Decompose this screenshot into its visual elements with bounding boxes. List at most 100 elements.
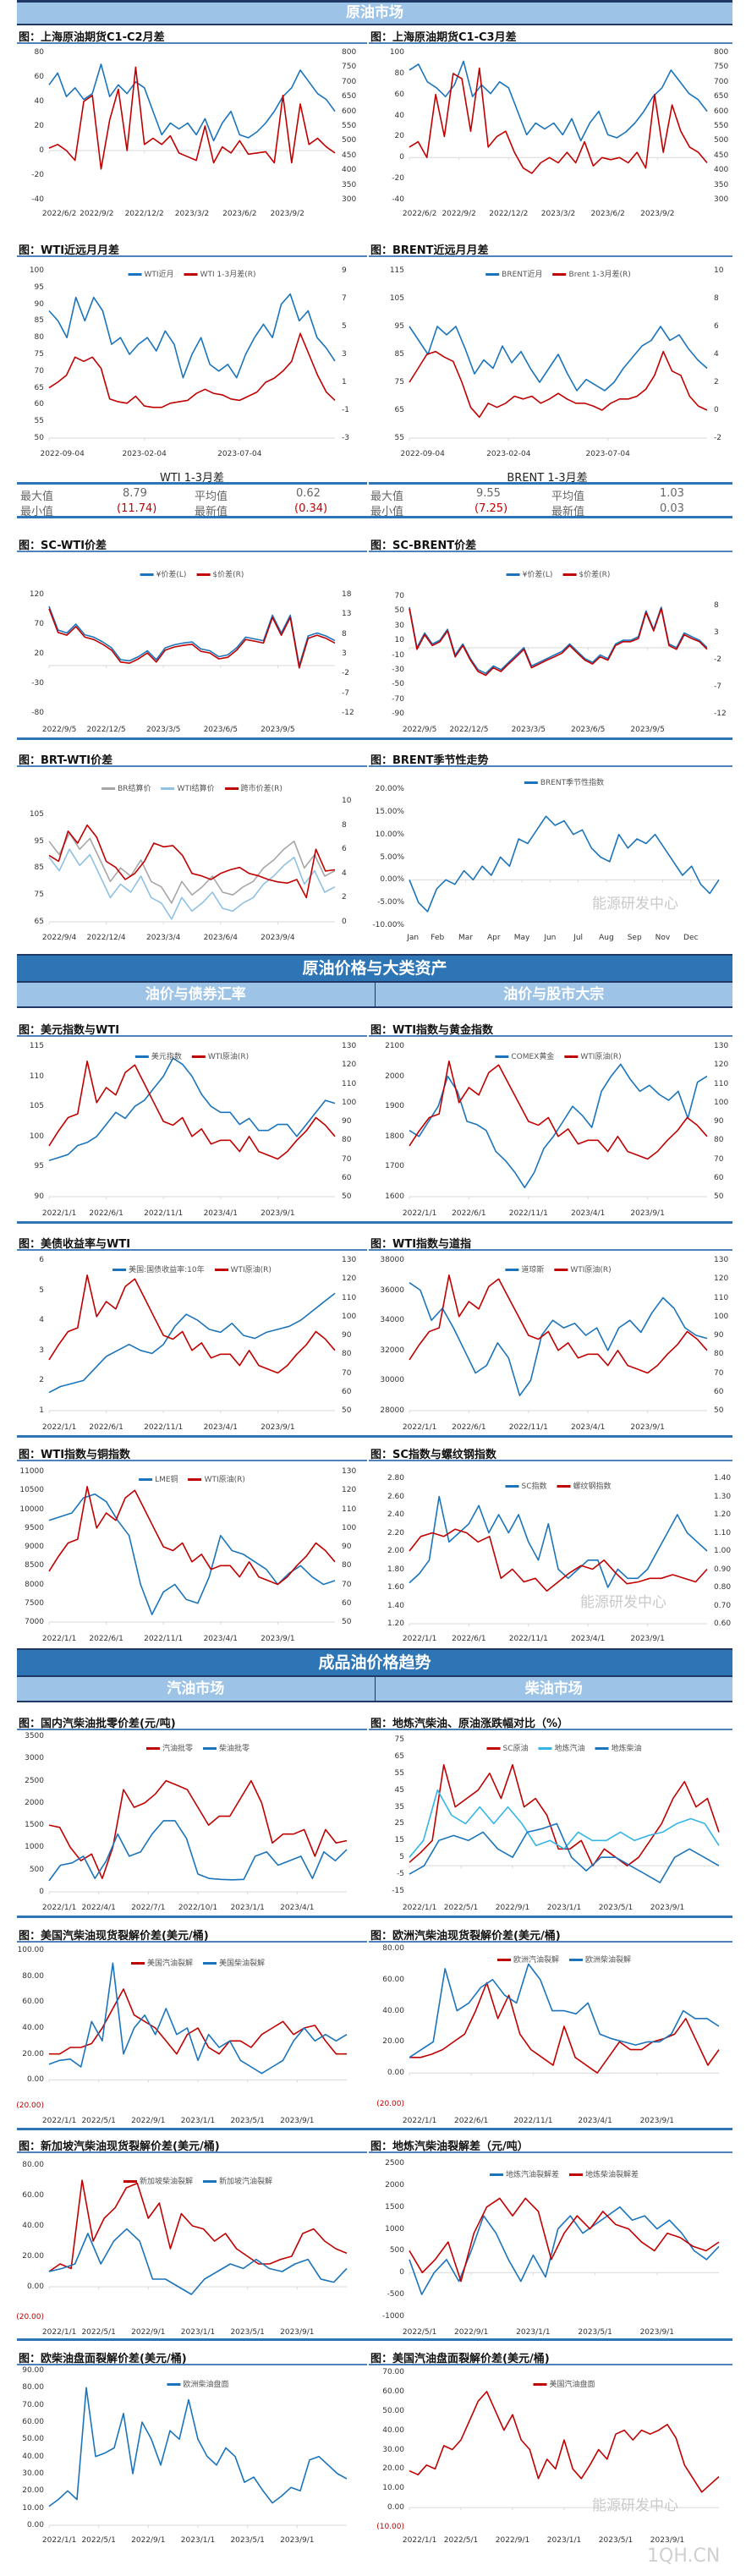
y-tick-label-right: 500 [342,136,357,145]
y-tick-label-right: 100 [714,1312,729,1321]
x-tick-label: Aug [599,934,614,942]
y-tick-label-left: -50 [392,680,404,689]
chart-title: 图：欧洲汽柴油现货裂解价差(美元/桶) [370,1930,561,1943]
y-tick-label-right: 120 [714,1061,729,1070]
y-tick-label-left: (20.00) [16,2102,44,2110]
x-tick-label: 2022/9/1 [453,2328,489,2337]
subheader-diesel: 柴油市场 [374,1677,733,1701]
y-tick-label-left: 10.00% [375,830,404,839]
legend-swatch [485,273,500,276]
y-tick-label-left: 100.00 [17,1946,45,1954]
row-divider [17,1916,732,1918]
legend-label: 欧洲汽油裂解 [513,1956,559,1965]
section-header-crude: 原油市场 [17,3,732,25]
chart-legend: BR结算价 WTI结算价 跨市价差(R) [101,782,282,793]
y-tick-label-left: 50 [34,434,44,442]
y-tick-label-left: (20.00) [16,2313,44,2321]
row-divider [17,1221,732,1224]
y-tick-label-right: -2 [714,655,721,664]
y-tick-label-left: 1.40 [387,1601,404,1610]
chart-title-underline [17,765,367,767]
x-tick-label: 2022/6/2 [41,210,77,218]
legend-label: 地炼汽油裂解差 [505,2171,559,2179]
y-tick-label-left: 80.00 [382,1944,404,1953]
x-tick-label: 2022/1/1 [402,1904,437,1912]
x-tick-label: 2023-07-04 [585,450,630,458]
x-tick-label: 2022/1/1 [41,2328,77,2337]
legend-item: WTI原油(R) [214,1263,272,1274]
x-tick-label: 2022/5/1 [443,2536,479,2545]
y-tick-label-left: 3000 [25,1754,44,1763]
stat-value: 9.55 [476,487,501,500]
x-tick-label: 2023/5/1 [230,2536,265,2545]
site-watermark: 1QH.CN [647,2546,721,2567]
y-tick-label-right: 100 [714,1098,729,1107]
x-tick-label: 2022/9/1 [131,2536,166,2545]
y-tick-label-left: 34000 [380,1316,404,1325]
y-tick-label-right: 400 [714,166,729,175]
y-tick-label-left: 40 [394,111,404,120]
chart-title-underline [17,1460,367,1461]
chart-title: 图：美国汽油盘面裂解价差(美元/桶) [370,2353,550,2365]
legend-label: BRENT近月 [502,271,543,279]
x-tick-label: 2023/6/2 [590,210,625,218]
x-tick-label: 2022/11/1 [144,1635,184,1643]
chart-title: 图：地炼汽柴油、原油涨跌幅对比（%） [370,1718,569,1730]
chart-title-underline [369,1249,732,1251]
y-tick-label-left: 90 [34,1192,44,1201]
legend-swatch [486,1747,501,1750]
legend-swatch [101,787,116,790]
y-tick-label-right: 130 [714,1256,729,1264]
chart-legend: BRENT近月 Brent 1-3月差(R) [485,268,631,279]
x-tick-label: 2022/9/4 [41,934,77,942]
y-tick-label-left: 95 [394,322,404,331]
legend-swatch [533,2383,547,2386]
chart-title: 图：BRT-WTI价差 [19,754,113,767]
y-tick-label-left: 0.00 [26,2075,44,2085]
y-tick-label-left: 40.00 [22,2222,44,2230]
row-divider [17,2338,732,2341]
chart-legend: COMEX黄金 WTI原油(R) [495,1050,622,1061]
chart-title: 图：欧柴油盘面裂解价差(美元/桶) [19,2353,187,2365]
chart-title: 图：上海原油期货C1-C3月差 [370,31,517,44]
y-tick-label-left: 10000 [19,1504,44,1514]
watermark-logo: 能源研发中心 [592,896,678,913]
y-tick-label-left: 35 [394,1802,404,1811]
x-tick-label: 2023/6/2 [222,210,257,218]
legend-item: $价差(R) [196,568,244,579]
legend-swatch [184,273,198,276]
x-tick-label: 2023/1/1 [230,1904,265,1912]
y-tick-label-left: 10500 [19,1486,44,1495]
stat-value: 1.03 [660,487,684,500]
table-title: WTI 1-3月差 [160,472,224,485]
y-tick-label-left: -1000 [381,2312,404,2321]
legend-label: SC原油 [502,1745,529,1753]
y-tick-label-left: 10.00 [382,2484,404,2493]
series-line-21-0 [409,2391,720,2493]
y-tick-label-right: 130 [342,1467,357,1476]
series-line-1-0 [409,60,708,142]
series-line-4-1 [48,608,336,669]
y-tick-label-right: 10 [342,797,352,805]
y-tick-label-right: 450 [342,151,357,160]
y-tick-label-right: 4 [714,350,719,359]
x-tick-label: Nov [655,934,671,942]
y-tick-label-right: 750 [714,63,729,72]
y-tick-label-right: 1.40 [714,1474,732,1483]
x-tick-label: 2022/1/1 [402,1423,437,1432]
y-tick-label-right: 120 [342,1486,357,1495]
legend-label: 欧洲柴油裂解 [585,1956,632,1965]
series-line-18-1 [48,2228,348,2295]
y-tick-label-left: 75 [394,1735,404,1744]
stat-label: 最大值 [20,491,54,503]
y-tick-label-right: 1.10 [714,1528,732,1537]
y-tick-label-right: 50 [342,1406,352,1415]
y-tick-label-right: 3 [714,628,719,637]
chart-legend: BRENT季节性指数 [524,776,604,787]
legend-swatch [552,273,567,276]
y-tick-label-left: 5 [399,1853,404,1862]
y-tick-label-left: 40.00 [22,2452,44,2461]
stat-value: 0.03 [660,502,684,515]
chart-title-underline [369,1941,732,1943]
series-line-3-0 [409,326,708,392]
